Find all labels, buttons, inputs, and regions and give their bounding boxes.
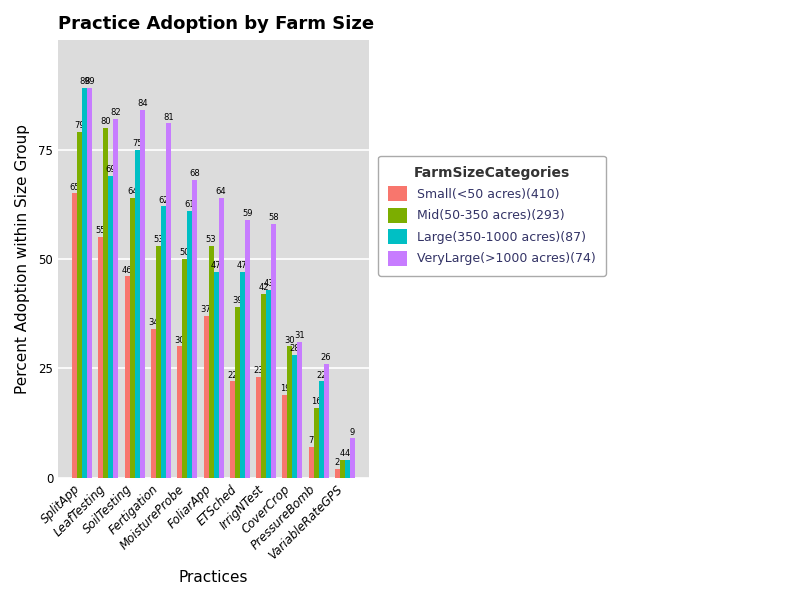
Text: 34: 34 (148, 318, 159, 327)
Y-axis label: Percent Adoption within Size Group: Percent Adoption within Size Group (15, 124, 30, 394)
Text: 22: 22 (316, 371, 326, 380)
Text: 39: 39 (232, 296, 242, 305)
Bar (282, 395, 287, 478)
Bar (292, 355, 298, 478)
Bar (203, 316, 209, 478)
Text: 30: 30 (174, 335, 185, 344)
Bar (192, 180, 198, 478)
Text: 59: 59 (242, 209, 253, 218)
Bar (156, 246, 161, 478)
Text: 65: 65 (70, 182, 80, 191)
Text: 42: 42 (258, 283, 269, 292)
Legend: Small(<50 acres)(410), Mid(50-350 acres)(293), Large(350-1000 acres)(87), VeryLa: Small(<50 acres)(410), Mid(50-350 acres)… (378, 156, 606, 276)
Text: 28: 28 (290, 344, 300, 353)
Bar (166, 123, 171, 478)
Bar (151, 329, 156, 478)
Bar (235, 307, 240, 478)
Bar (324, 364, 329, 478)
Text: 23: 23 (254, 367, 264, 376)
Bar (256, 377, 261, 478)
Bar (72, 193, 77, 478)
Bar (209, 246, 214, 478)
Bar (109, 176, 114, 478)
Text: 75: 75 (132, 139, 142, 148)
Bar (309, 447, 314, 478)
Text: 81: 81 (163, 113, 174, 122)
Text: 53: 53 (206, 235, 216, 244)
Text: Practice Adoption by Farm Size: Practice Adoption by Farm Size (58, 15, 374, 33)
Text: 22: 22 (227, 371, 238, 380)
Bar (350, 439, 355, 478)
Bar (161, 206, 166, 478)
Bar (314, 407, 318, 478)
Bar (130, 197, 134, 478)
Text: 9: 9 (350, 428, 355, 437)
Bar (287, 346, 292, 478)
Bar (82, 88, 87, 478)
Bar (245, 220, 250, 478)
Text: 89: 89 (79, 77, 90, 86)
Bar (140, 110, 145, 478)
Text: 47: 47 (237, 261, 248, 270)
Bar (114, 119, 118, 478)
Text: 31: 31 (294, 331, 305, 340)
Bar (178, 346, 182, 478)
Text: 53: 53 (154, 235, 164, 244)
Text: 89: 89 (84, 77, 95, 86)
X-axis label: Practices: Practices (179, 570, 248, 585)
Text: 69: 69 (106, 165, 116, 174)
Bar (98, 237, 103, 478)
Bar (87, 88, 92, 478)
Text: 30: 30 (285, 335, 295, 344)
Bar (266, 290, 271, 478)
Text: 19: 19 (280, 384, 290, 393)
Text: 84: 84 (137, 100, 147, 109)
Text: 79: 79 (74, 121, 85, 130)
Bar (134, 149, 140, 478)
Bar (77, 132, 82, 478)
Bar (298, 342, 302, 478)
Text: 4: 4 (340, 449, 345, 458)
Bar (340, 460, 345, 478)
Text: 2: 2 (335, 458, 340, 467)
Text: 46: 46 (122, 266, 133, 275)
Bar (335, 469, 340, 478)
Text: 16: 16 (311, 397, 322, 406)
Bar (214, 272, 218, 478)
Text: 4: 4 (345, 449, 350, 458)
Text: 62: 62 (158, 196, 169, 205)
Bar (271, 224, 276, 478)
Text: 7: 7 (309, 436, 314, 445)
Bar (230, 382, 235, 478)
Bar (345, 460, 350, 478)
Bar (182, 259, 187, 478)
Bar (261, 294, 266, 478)
Text: 64: 64 (127, 187, 138, 196)
Text: 82: 82 (110, 108, 122, 117)
Text: 50: 50 (179, 248, 190, 257)
Text: 58: 58 (268, 213, 279, 222)
Text: 47: 47 (210, 261, 222, 270)
Bar (240, 272, 245, 478)
Bar (125, 277, 130, 478)
Text: 64: 64 (216, 187, 226, 196)
Text: 61: 61 (185, 200, 195, 209)
Text: 37: 37 (201, 305, 211, 314)
Text: 43: 43 (263, 279, 274, 288)
Bar (187, 211, 192, 478)
Text: 68: 68 (190, 169, 200, 178)
Bar (318, 382, 324, 478)
Bar (103, 128, 109, 478)
Text: 55: 55 (96, 226, 106, 235)
Bar (218, 197, 223, 478)
Text: 80: 80 (101, 117, 111, 126)
Text: 26: 26 (321, 353, 331, 362)
